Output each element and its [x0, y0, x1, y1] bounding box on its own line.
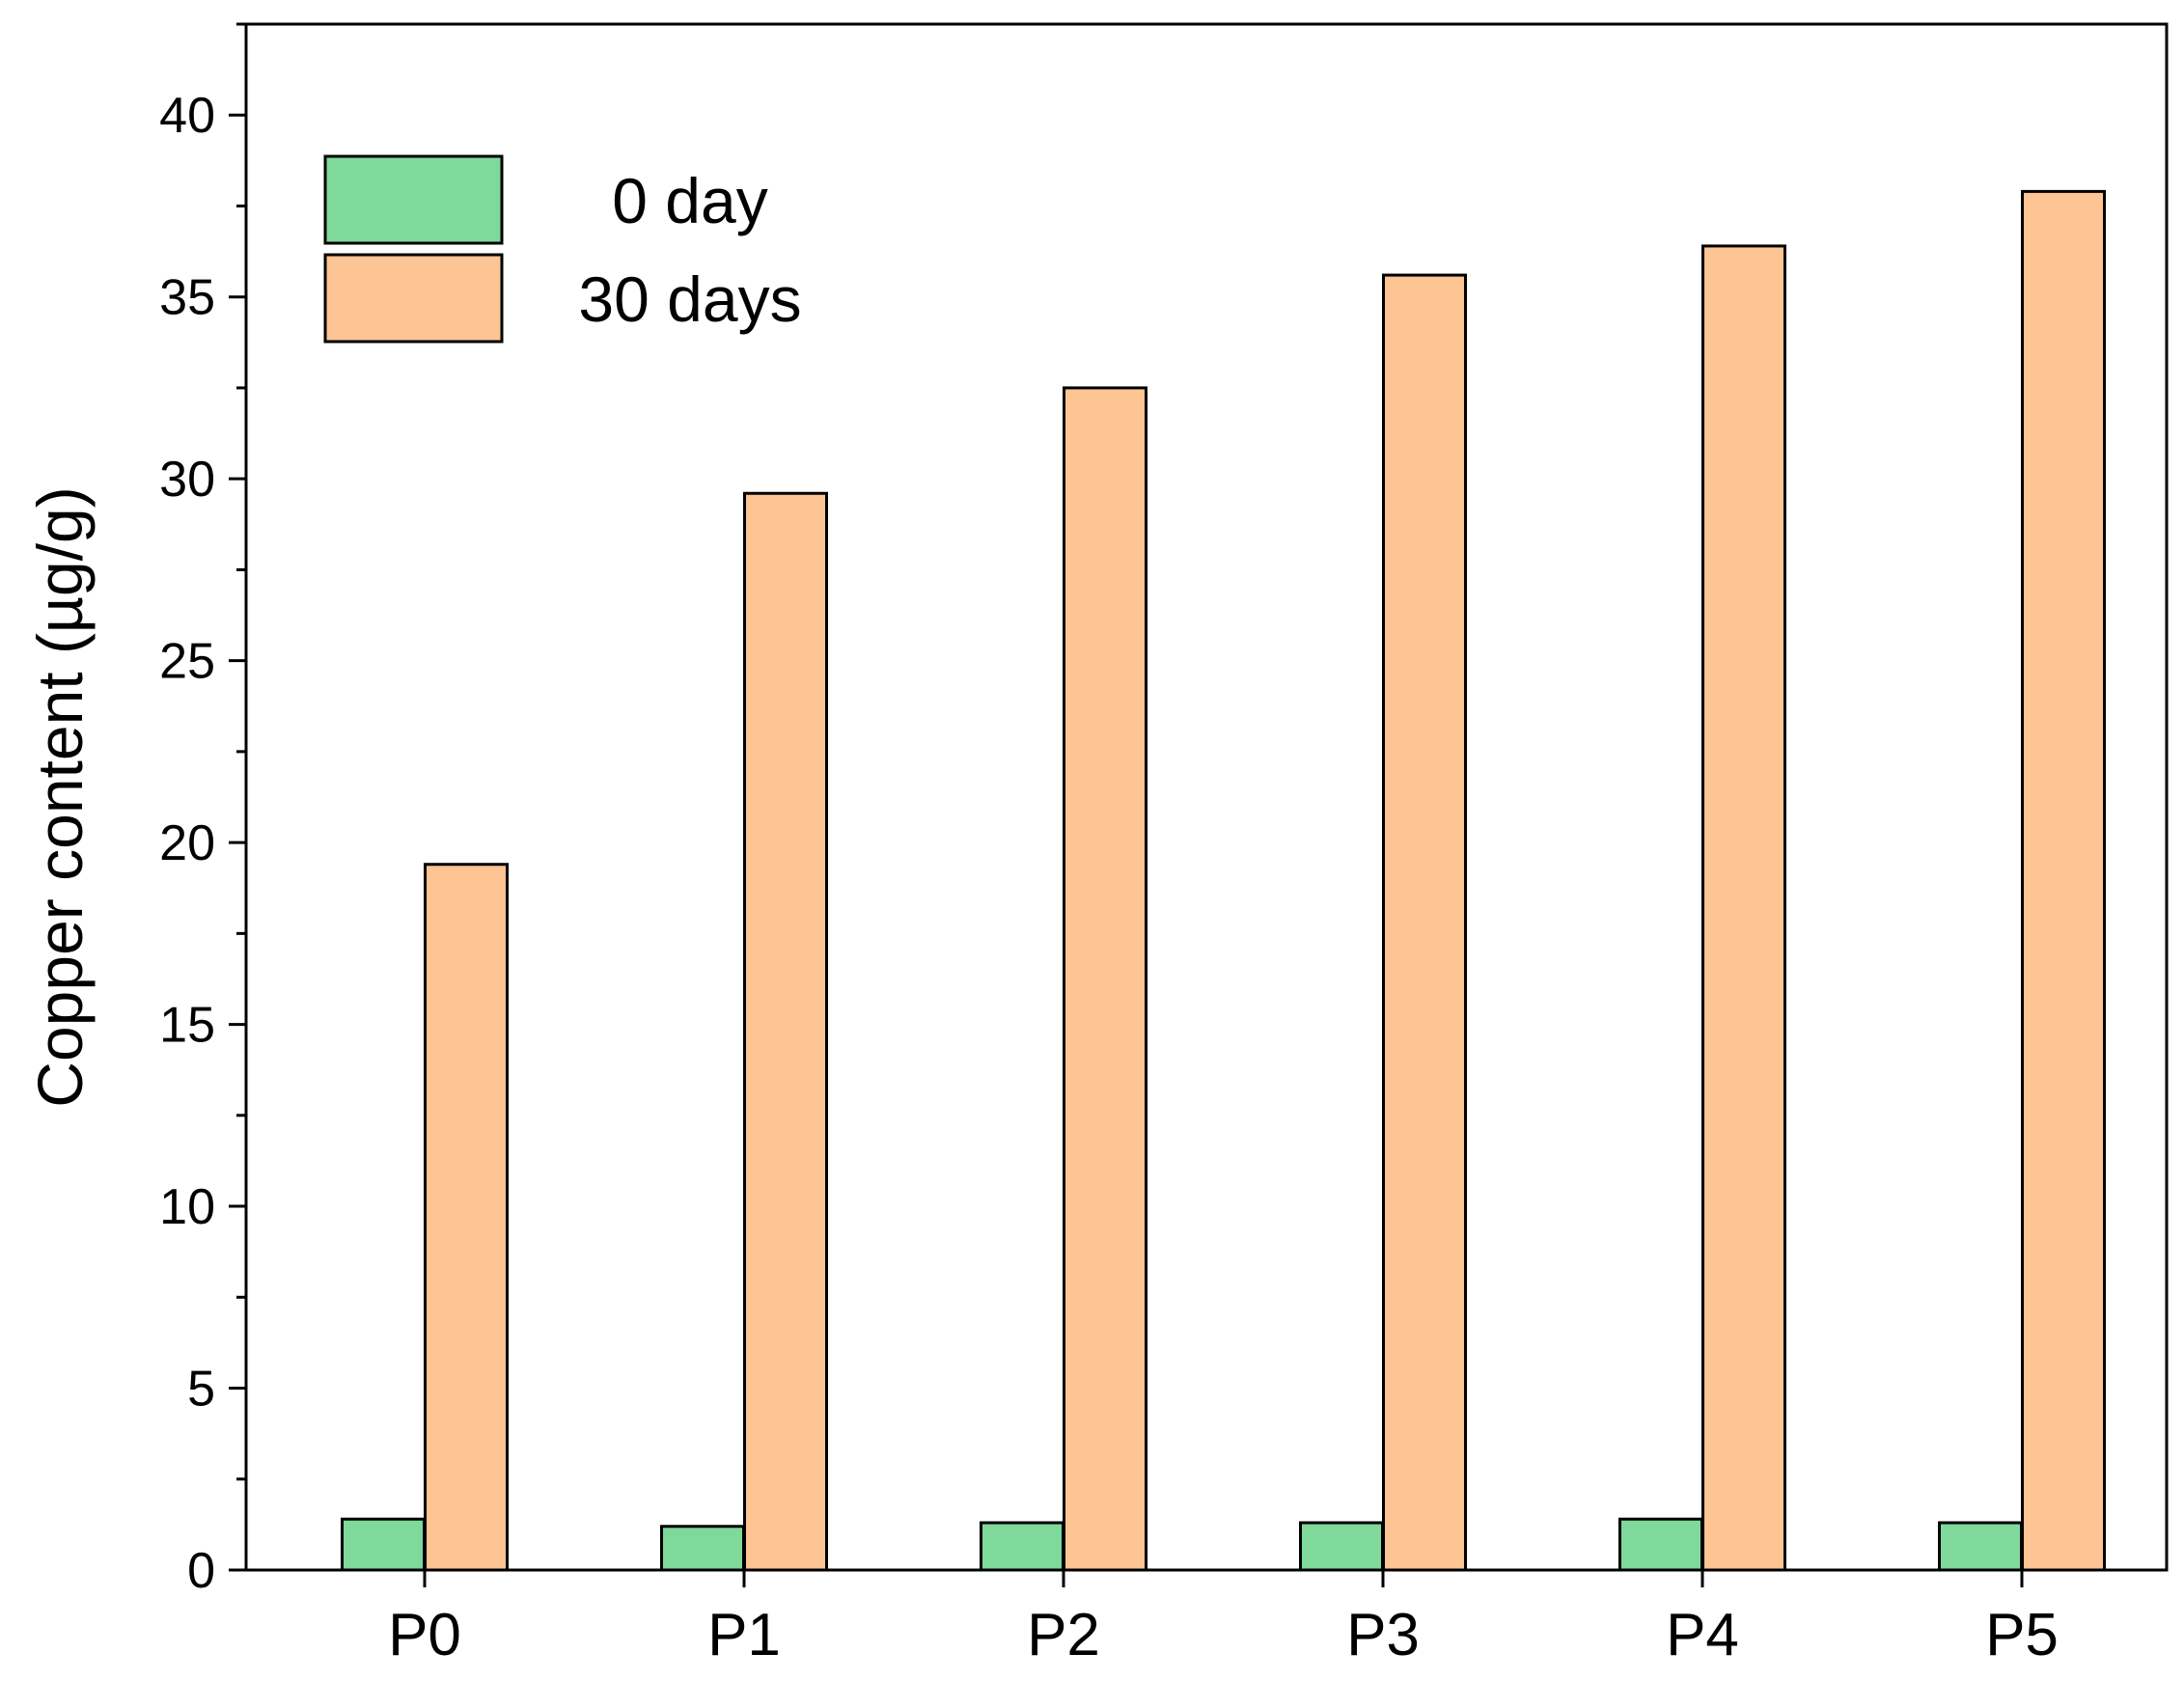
- legend-label-series-1: 0 day: [612, 165, 767, 236]
- y-tick-label: 25: [159, 634, 215, 690]
- bar-P4-series-2: [1701, 244, 1786, 1572]
- bar-P5-series-2: [2021, 189, 2106, 1572]
- axes-layer: [244, 22, 2169, 1572]
- bar-P0-series-1: [341, 1517, 426, 1572]
- bar-P2-series-2: [1063, 386, 1147, 1572]
- x-tick-label-P2: P2: [1027, 1602, 1100, 1668]
- bar-P1-series-2: [743, 491, 828, 1572]
- bar-P1-series-1: [660, 1525, 745, 1572]
- legend-swatch-series-1: [323, 154, 504, 245]
- bar-P3-series-2: [1382, 273, 1467, 1572]
- x-tick-label-P0: P0: [388, 1602, 461, 1668]
- y-tick-label: 10: [159, 1179, 215, 1235]
- legend-label-series-2: 30 days: [578, 263, 801, 335]
- x-tick-label-P5: P5: [1985, 1602, 2059, 1668]
- y-axis: 0 5 10 15 20 25 30 35 40: [159, 22, 246, 1599]
- y-tick-label: 35: [159, 270, 215, 326]
- y-tick-label: 40: [159, 88, 215, 144]
- y-axis-title: Copper content (µg/g): [24, 486, 96, 1107]
- x-axis: P0 P1 P2 P3 P4 P5: [388, 1570, 2059, 1668]
- legend-swatch-series-2: [323, 253, 504, 344]
- legend: 0 day 30 days: [323, 154, 802, 344]
- plot-frame: [244, 22, 2169, 1572]
- bar-P4-series-1: [1618, 1517, 1703, 1572]
- x-tick-label-P4: P4: [1666, 1602, 1739, 1668]
- y-tick-label: 0: [187, 1543, 215, 1599]
- bar-P0-series-2: [424, 863, 509, 1572]
- bars-layer: [341, 189, 2106, 1572]
- y-tick-label: 5: [187, 1362, 215, 1418]
- bar-P5-series-1: [1938, 1521, 2023, 1572]
- y-tick-label: 30: [159, 452, 215, 508]
- bar-P3-series-1: [1299, 1521, 1384, 1572]
- bar-P2-series-1: [980, 1521, 1064, 1572]
- x-tick-label-P3: P3: [1346, 1602, 1420, 1668]
- y-tick-label: 15: [159, 998, 215, 1054]
- x-tick-label-P1: P1: [707, 1602, 781, 1668]
- y-tick-label: 20: [159, 815, 215, 871]
